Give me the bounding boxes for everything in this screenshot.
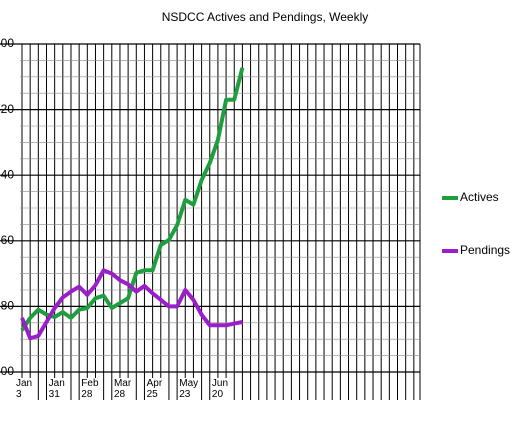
x-tick-label: Jun 20 — [211, 378, 229, 400]
y-tick-label: 420 — [0, 102, 14, 116]
series-line — [20, 268, 243, 341]
x-tick-label: May 23 — [179, 378, 199, 400]
y-tick-label: 260 — [0, 233, 14, 247]
y-tick-label: 100 — [0, 364, 14, 378]
x-tick-label: Feb 28 — [81, 378, 99, 400]
chart-title: NSDCC Actives and Pendings, Weekly — [162, 10, 369, 24]
x-tick-label: Jan 31 — [48, 378, 65, 400]
legend-label: Actives — [460, 190, 499, 204]
y-tick-label: 500 — [0, 36, 14, 50]
x-tick-label: Apr 25 — [146, 378, 163, 400]
x-tick-label: Jan 3 — [16, 378, 33, 400]
x-tick-label: Mar 28 — [113, 378, 132, 400]
y-tick-label: 180 — [0, 299, 14, 313]
y-tick-label: 340 — [0, 167, 14, 181]
legend-label: Pendings — [460, 243, 510, 257]
